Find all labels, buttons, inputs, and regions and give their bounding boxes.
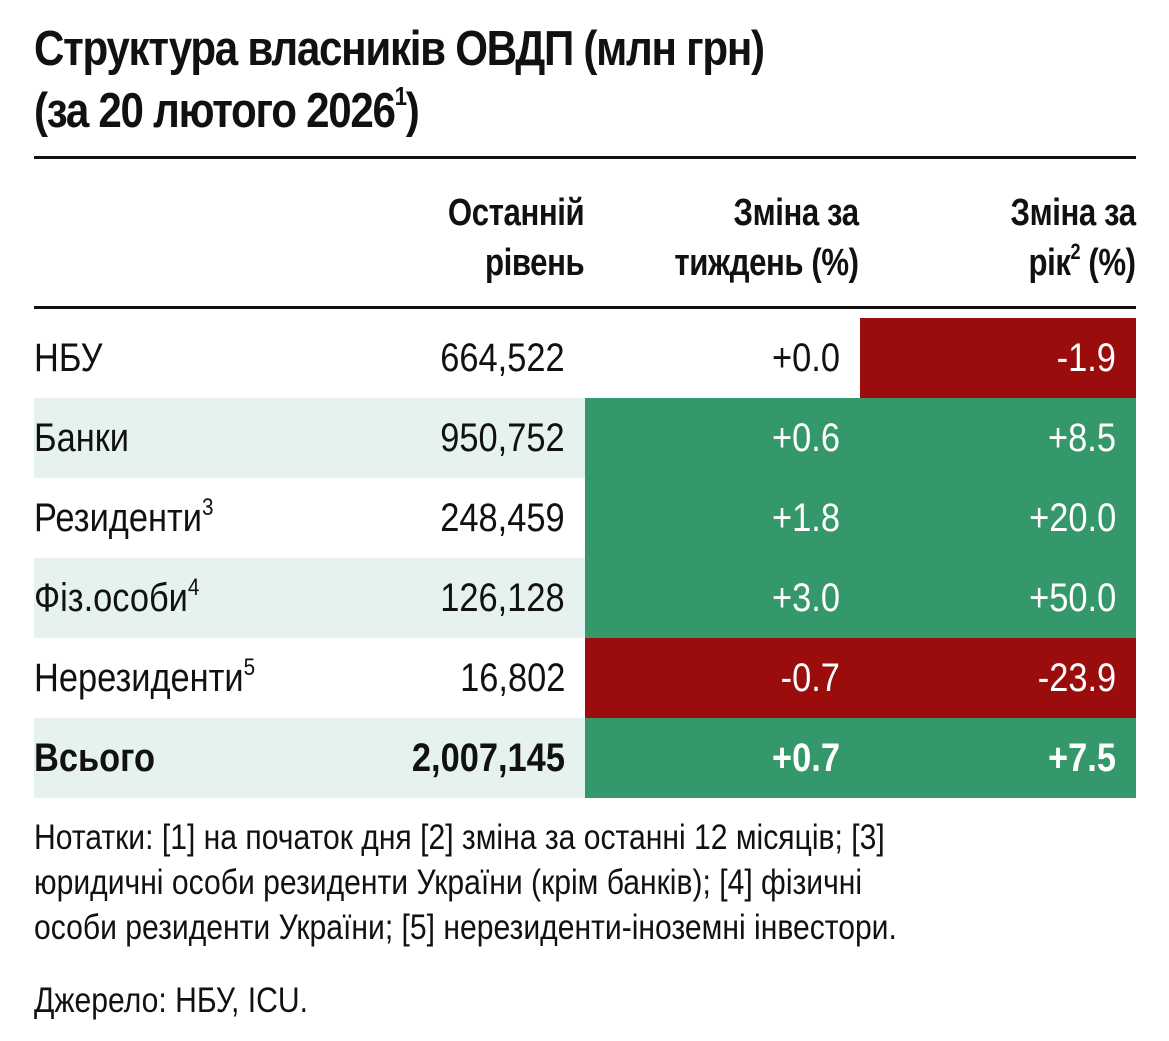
row-label-text: Банки xyxy=(34,416,129,460)
row-label: Всього xyxy=(34,718,155,798)
header-year: Зміна за рік2 (%) xyxy=(1010,188,1137,288)
notes-line-1: Нотатки: [1] на початок дня [2] зміна за… xyxy=(34,818,885,857)
row-footnote: 4 xyxy=(187,574,200,601)
week-change-cell xyxy=(585,638,860,718)
week-change-value: +1.8 xyxy=(772,496,840,540)
header-level-line2: рівень xyxy=(484,242,585,284)
header-year-line2: рік2 (%) xyxy=(1011,238,1137,288)
row-label-text: Нерезиденти xyxy=(34,656,244,700)
week-change-value: +0.0 xyxy=(772,336,840,380)
header-week: Зміна за тиждень (%) xyxy=(674,188,860,288)
header-year-word: рік xyxy=(1028,242,1071,284)
source: Джерело: НБУ, ICU. xyxy=(34,981,308,1020)
notes: Нотатки: [1] на початок дня [2] зміна за… xyxy=(34,815,1092,950)
notes-line-2: юридичні особи резиденти України (крім б… xyxy=(34,863,863,902)
year-change-cell xyxy=(860,478,1136,558)
year-change-cell xyxy=(860,718,1136,798)
level-value: 2,007,145 xyxy=(411,736,565,780)
year-change-cell xyxy=(860,558,1136,638)
year-change-cell xyxy=(860,318,1136,398)
row-label: Резиденти3 xyxy=(34,478,213,558)
subtitle-end: ) xyxy=(405,84,420,138)
row-label-text: НБУ xyxy=(34,336,103,380)
level-value: 664,522 xyxy=(440,336,565,380)
week-change-cell xyxy=(585,558,860,638)
subtitle-footnote: 1 xyxy=(394,81,407,111)
year-change-cell xyxy=(860,638,1136,718)
row-label: Банки xyxy=(34,398,129,478)
week-change-value: +3.0 xyxy=(772,576,840,620)
year-change-value: -23.9 xyxy=(1037,656,1116,700)
week-change-value: +0.7 xyxy=(772,736,840,780)
week-change-value: -0.7 xyxy=(780,656,840,700)
header-week-line1: Зміна за xyxy=(733,192,860,234)
title-line-1: Структура власників ОВДП (млн грн) xyxy=(34,22,765,76)
year-change-value: +20.0 xyxy=(1028,496,1116,540)
header-year-unit: (%) xyxy=(1080,242,1137,284)
week-change-cell xyxy=(585,478,860,558)
top-rule xyxy=(34,156,1136,159)
header-rule xyxy=(34,306,1136,309)
year-change-value: +50.0 xyxy=(1028,576,1116,620)
year-change-value: +8.5 xyxy=(1048,416,1116,460)
row-footnote: 5 xyxy=(243,654,256,681)
row-label-text: Всього xyxy=(34,736,156,780)
week-change-cell xyxy=(585,398,860,478)
row-footnote: 3 xyxy=(201,494,214,521)
row-label: Фіз.особи4 xyxy=(34,558,199,638)
week-change-cell xyxy=(585,718,860,798)
header-level: Останній рівень xyxy=(447,188,585,288)
chart-title: Структура власників ОВДП (млн грн) (за 2… xyxy=(34,18,989,142)
subtitle-text: (за 20 лютого 2026 xyxy=(34,84,396,138)
header-week-line2: тиждень (%) xyxy=(674,242,860,284)
year-change-value: +7.5 xyxy=(1048,736,1116,780)
header-level-line1: Останній xyxy=(447,192,585,234)
row-label-text: Резиденти xyxy=(34,496,202,540)
week-change-value: +0.6 xyxy=(772,416,840,460)
year-change-cell xyxy=(860,398,1136,478)
notes-line-3: особи резиденти України; [5] нерезиденти… xyxy=(34,908,897,947)
header-year-line1: Зміна за xyxy=(1010,192,1137,234)
level-value: 126,128 xyxy=(440,576,565,620)
level-value: 16,802 xyxy=(459,656,565,700)
level-value: 950,752 xyxy=(440,416,565,460)
title-line-2: (за 20 лютого 20261) xyxy=(34,80,989,142)
row-label: Нерезиденти5 xyxy=(34,638,255,718)
level-value: 248,459 xyxy=(440,496,565,540)
year-change-value: -1.9 xyxy=(1056,336,1116,380)
row-label-text: Фіз.особи xyxy=(34,576,188,620)
row-label: НБУ xyxy=(34,318,102,398)
header-year-footnote: 2 xyxy=(1070,239,1081,264)
